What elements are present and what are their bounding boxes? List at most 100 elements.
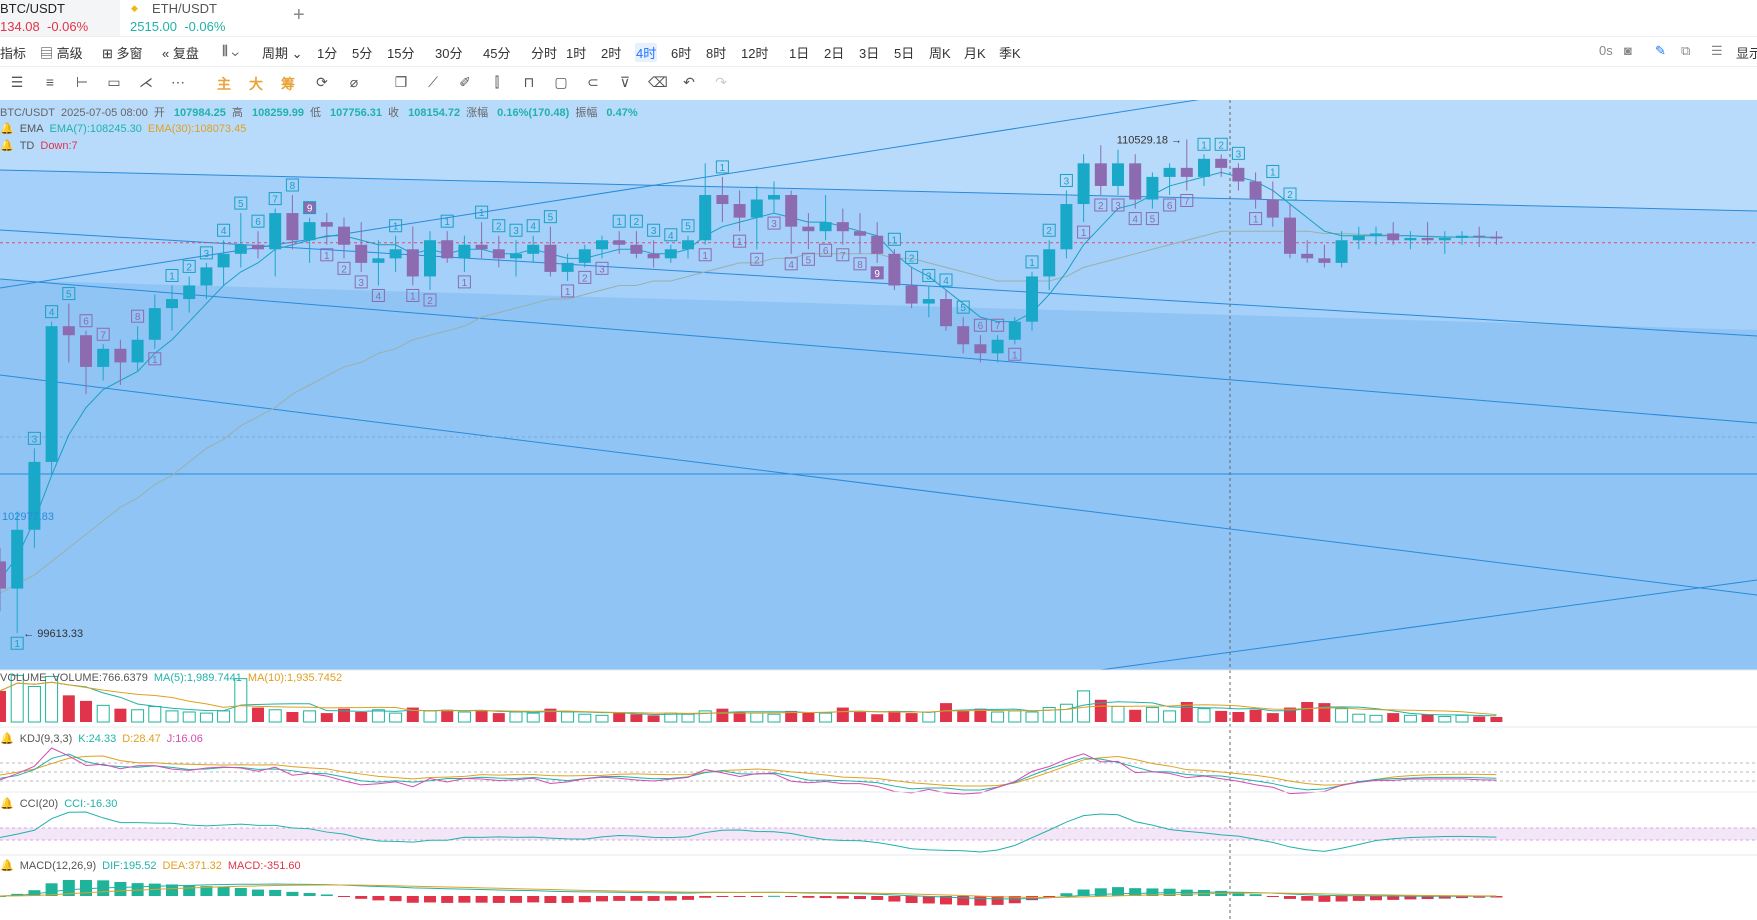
macd-bar [1387,896,1400,900]
add-tab-plus-icon[interactable]: + [293,4,305,26]
horizontal-line-icon[interactable]: ⊢ [75,74,89,90]
replay-icon[interactable]: ⟳ [316,74,328,90]
td-label-box [1059,173,1073,187]
trash-icon[interactable]: ⌫ [648,74,668,90]
td-label-box [784,257,798,271]
camera-icon[interactable]: ◙ [1624,43,1632,58]
interval-0[interactable]: 1分 [317,46,338,61]
interval-4[interactable]: 45分 [483,46,511,61]
td-label: 1 [169,271,175,282]
td-label: 8 [857,260,863,271]
interval-3[interactable]: 30分 [435,46,463,61]
display-button[interactable]: 显示 [1736,46,1757,61]
td-label: 3 [32,434,38,445]
interval-18[interactable]: 季K [999,46,1021,61]
kdj-name: KDJ(9,3,3) [19,733,73,745]
big-order-button[interactable]: 大 [249,76,263,92]
cci-value: CCI:-16.30 [64,798,118,810]
pencil-icon[interactable]: ✎ [1655,43,1666,58]
fib-icon[interactable]: ⋌ [139,74,153,90]
macd-bar [1112,887,1124,896]
ohlc-high: 高 108259.99 [232,107,304,119]
brush-icon[interactable]: ✐ [459,74,471,90]
interval-6[interactable]: 1时 [566,46,587,61]
redo-icon[interactable]: ↷ [715,74,727,90]
bars-icon[interactable]: ⫿ [494,74,500,90]
interval-16[interactable]: 周K [929,46,951,61]
candle-body [1094,163,1107,186]
interval-11[interactable]: 12时 [741,46,769,61]
interval-13[interactable]: 2日 [824,46,845,61]
volume-legend[interactable]: VOLUME VOLUME:766.6379 MA(5):1,989.7441 MA(… [0,672,348,684]
volume-bar [457,711,471,723]
interval-7[interactable]: 2时 [601,46,622,61]
tab-eth-usdt[interactable]: ◆ ETH/USDT 2515.00 -0.06% [122,0,282,36]
edit-icon[interactable]: ▢ [554,74,568,90]
candle-body [578,249,591,263]
kdj-legend[interactable]: 🔔 KDJ(9,3,3) K:24.33 D:28.47 J:16.06 [0,732,209,745]
tab-price: 134.08 [0,19,40,34]
interval-17[interactable]: 月K [964,46,986,61]
indicator-button[interactable]: 指标 [0,46,27,61]
candle-body [1198,158,1210,177]
candle-body [1490,236,1503,239]
eraser-icon[interactable]: ⌀ [349,74,359,90]
interval-5[interactable]: 分时 [531,46,558,61]
candle-body [561,262,574,272]
interval-9[interactable]: 6时 [671,46,692,61]
ema-legend[interactable]: 🔔 EMA EMA(7):108245.30 EMA(30):108073.45 [0,122,252,135]
popout-icon[interactable]: ⧉ [1681,43,1691,58]
td-label-box [733,234,747,248]
tab-change: -0.06% [47,19,89,34]
rectangle-icon[interactable]: ▭ [107,74,121,90]
tab-btc-usdt[interactable]: BTC/USDT 134.08 -0.06% [0,0,120,36]
chip-button[interactable]: 筹 [281,76,295,92]
candle-body [1215,158,1228,168]
interval-2[interactable]: 15分 [387,46,415,61]
interval-15[interactable]: 5日 [894,46,915,61]
multi-window-button[interactable]: ⊞ 多窗 [102,43,143,62]
candle-body [372,258,385,263]
copy-icon[interactable]: ❐ [394,74,408,90]
candle-body [1077,163,1090,205]
td-label: 1 [462,278,468,289]
interval-12[interactable]: 1日 [789,46,810,61]
td-label-box [320,248,334,262]
undo-icon[interactable]: ↶ [683,74,695,90]
lock-icon[interactable]: ⊓ [523,74,535,90]
replay-button[interactable]: « 复盘 [162,43,199,62]
interval-10[interactable]: 8时 [706,46,727,61]
interval-8[interactable]: 4时 [635,43,658,62]
volume-ma5: MA(5):1,989.7441 [153,672,242,684]
menu-icon[interactable]: ☰ [1711,43,1723,58]
lines-icon[interactable]: ≡ [45,74,55,90]
td-label: 1 [324,251,330,262]
filter-icon[interactable]: ⊽ [619,74,631,90]
interval-14[interactable]: 3日 [859,46,880,61]
more-icon[interactable]: ⋯ [171,74,185,90]
magnet-icon[interactable]: ⊂ [587,74,599,90]
td-label-box [973,318,987,332]
ruler-icon[interactable]: ⟋ [428,74,438,90]
td-legend[interactable]: 🔔 TD Down:7 [0,139,84,152]
cci-legend[interactable]: 🔔 CCI(20) CCI:-16.30 [0,797,123,810]
replay-label: 复盘 [172,46,199,61]
interval-1[interactable]: 5分 [352,46,373,61]
period-dropdown[interactable]: 周期 ⌄ [262,43,303,62]
volume-bar [1403,714,1417,723]
td-label-box [475,205,489,219]
macd-bar [252,889,264,896]
advanced-button[interactable]: ▤ 高级 [40,43,83,62]
volume-bar [252,707,264,722]
macd-legend[interactable]: 🔔 MACD(12,26,9) DIF:195.52 DEA:371.32 MACD:-… [0,859,307,872]
candle-body [1438,237,1451,241]
volume-bar [1042,707,1056,723]
macd-bar [647,896,660,901]
candle-body [355,244,368,263]
list-icon[interactable]: ☰ [10,74,24,90]
candle-body [492,249,505,259]
volume-bar [1335,708,1349,723]
main-force-button[interactable]: 主 [217,76,231,92]
chart-type-button[interactable]: ⫼ ⌄ [222,43,239,59]
